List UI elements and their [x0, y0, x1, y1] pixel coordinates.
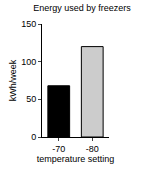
svg-text:-80: -80: [86, 144, 99, 154]
svg-text:temperature setting: temperature setting: [37, 154, 115, 164]
svg-text:Energy used by freezers: Energy used by freezers: [33, 3, 131, 13]
svg-text:kWh/week: kWh/week: [8, 59, 18, 101]
svg-text:-70: -70: [52, 144, 65, 154]
svg-text:100: 100: [21, 57, 36, 67]
svg-text:150: 150: [21, 19, 36, 29]
svg-text:0: 0: [31, 132, 36, 142]
svg-text:50: 50: [26, 94, 36, 104]
